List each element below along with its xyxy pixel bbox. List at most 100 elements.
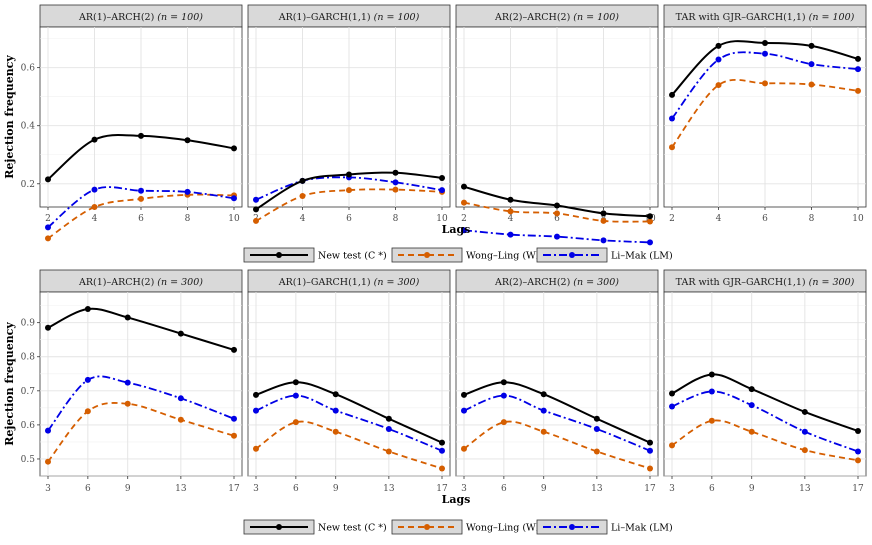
legend-label-C: New test (C *)	[318, 251, 387, 262]
panel-title-n: (n = 300)	[374, 277, 420, 288]
legend-point-LM	[569, 252, 575, 258]
series-point-WL	[91, 204, 98, 210]
series-line-WL	[47, 402, 235, 463]
legend-point-C	[276, 252, 282, 258]
series-point-LM	[708, 388, 715, 395]
x-tick-label: 3	[461, 484, 467, 494]
series-point-WL	[762, 80, 768, 87]
series-point-WL	[669, 144, 675, 151]
series-point-LM	[439, 447, 445, 454]
plot-area	[39, 291, 243, 477]
series-point-C	[808, 42, 815, 49]
panel-title-n: (n = 300)	[809, 277, 855, 288]
x-tick-label: 4	[300, 214, 306, 224]
series-point-LM	[855, 448, 861, 455]
series-point-C	[45, 176, 51, 183]
series-point-C	[231, 145, 237, 152]
panel-title-model: AR(1)–ARCH(2)	[78, 277, 157, 288]
panel-n100-1: AR(1)–ARCH(2) (n = 100) 2 4 6 8 10	[39, 4, 243, 242]
series-point-LM	[748, 402, 755, 409]
panel-n300-3: AR(2)–ARCH(2) (n = 300) 3 6 9 13 17	[455, 269, 659, 494]
series-point-LM	[253, 407, 259, 414]
series-point-WL	[124, 400, 131, 407]
panel-title-model: AR(1)–GARCH(1,1)	[278, 277, 374, 288]
series-point-WL	[392, 186, 399, 193]
series-line-WL	[255, 420, 443, 470]
x-tick-label: 6	[346, 214, 352, 224]
series-point-LM	[138, 187, 144, 194]
series-point-LM	[124, 379, 131, 386]
x-tick-label: 6	[501, 484, 507, 494]
series-point-LM	[593, 425, 600, 432]
series-line-LM	[47, 375, 235, 432]
y-axis-title: Rejection frequency	[3, 55, 16, 179]
series-point-C	[554, 202, 560, 209]
panel-title: AR(2)–ARCH(2) (n = 100)	[494, 12, 619, 23]
series-point-LM	[292, 392, 299, 399]
series-point-LM	[184, 188, 191, 195]
series-point-C	[385, 415, 392, 422]
series-point-C	[253, 206, 259, 213]
series-point-LM	[84, 376, 91, 383]
series-point-WL	[507, 208, 514, 215]
series-point-C	[332, 391, 339, 398]
panel-title: TAR with GJR–GARCH(1,1) (n = 100)	[676, 12, 855, 23]
y-tick-label: 0.5	[21, 455, 36, 465]
x-tick-label: 6	[762, 214, 768, 224]
series-point-C	[461, 183, 467, 190]
legend-label-C: New test (C *)	[318, 523, 387, 534]
series-point-WL	[461, 445, 467, 452]
series-point-C	[231, 346, 237, 353]
series-point-LM	[669, 115, 675, 122]
panel-title-n: (n = 300)	[157, 277, 203, 288]
y-tick-label: 0.6	[21, 64, 36, 74]
series-point-WL	[177, 416, 184, 423]
y-axis-title: Rejection frequency	[3, 322, 16, 446]
series-point-WL	[708, 417, 715, 424]
x-tick-label: 6	[709, 484, 715, 494]
panel-title-model: AR(2)–ARCH(2)	[494, 277, 573, 288]
series-point-LM	[500, 392, 507, 399]
series-point-WL	[593, 448, 600, 455]
series-point-WL	[45, 458, 51, 465]
x-tick-label: 10	[228, 214, 240, 224]
panel-title-model: AR(1)–ARCH(2)	[78, 12, 157, 23]
x-tick-label: 2	[669, 214, 675, 224]
series-point-WL	[439, 465, 445, 472]
series-point-WL	[292, 419, 299, 426]
series-point-WL	[801, 447, 808, 454]
series-point-LM	[91, 186, 98, 193]
series-point-WL	[669, 442, 675, 449]
series-point-C	[507, 196, 514, 203]
series-point-LM	[762, 50, 768, 57]
y-tick-label: 0.9	[21, 319, 36, 329]
series-point-LM	[461, 407, 467, 414]
series-point-C	[299, 177, 306, 184]
series-point-LM	[177, 395, 184, 402]
series-point-C	[855, 55, 861, 62]
series-point-WL	[138, 195, 144, 202]
legend-point-LM	[569, 524, 575, 530]
legend-label-LM: Li–Mak (LM)	[611, 251, 673, 262]
series-point-LM	[253, 196, 259, 203]
series-point-C	[669, 390, 675, 397]
x-tick-label: 2	[461, 214, 467, 224]
panel-title-n: (n = 100)	[573, 12, 619, 23]
y-tick-label: 0.2	[21, 180, 35, 190]
series-point-LM	[461, 227, 467, 234]
series-point-WL	[748, 428, 755, 435]
series-point-LM	[45, 427, 51, 434]
series-point-LM	[647, 447, 653, 454]
series-point-LM	[808, 61, 815, 68]
plot-area	[455, 291, 659, 477]
legend-label-WL: Wong–Ling (WL)	[466, 251, 546, 262]
series-point-LM	[45, 224, 51, 231]
series-point-C	[346, 171, 352, 178]
x-tick-label: 4	[716, 214, 722, 224]
series-point-C	[647, 439, 653, 446]
series-point-LM	[392, 179, 399, 186]
x-tick-label: 6	[138, 214, 144, 224]
series-point-WL	[253, 217, 259, 224]
x-tick-label: 13	[799, 484, 811, 494]
